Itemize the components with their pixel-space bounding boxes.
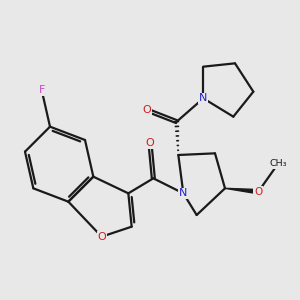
Text: CH₃: CH₃ — [270, 159, 287, 168]
Text: O: O — [142, 105, 151, 115]
Text: N: N — [199, 93, 208, 103]
Polygon shape — [225, 188, 259, 194]
Text: O: O — [274, 158, 283, 168]
Text: O: O — [146, 138, 154, 148]
Text: F: F — [38, 85, 45, 95]
Text: N: N — [179, 188, 188, 198]
Text: O: O — [254, 187, 262, 197]
Text: O: O — [97, 232, 106, 242]
